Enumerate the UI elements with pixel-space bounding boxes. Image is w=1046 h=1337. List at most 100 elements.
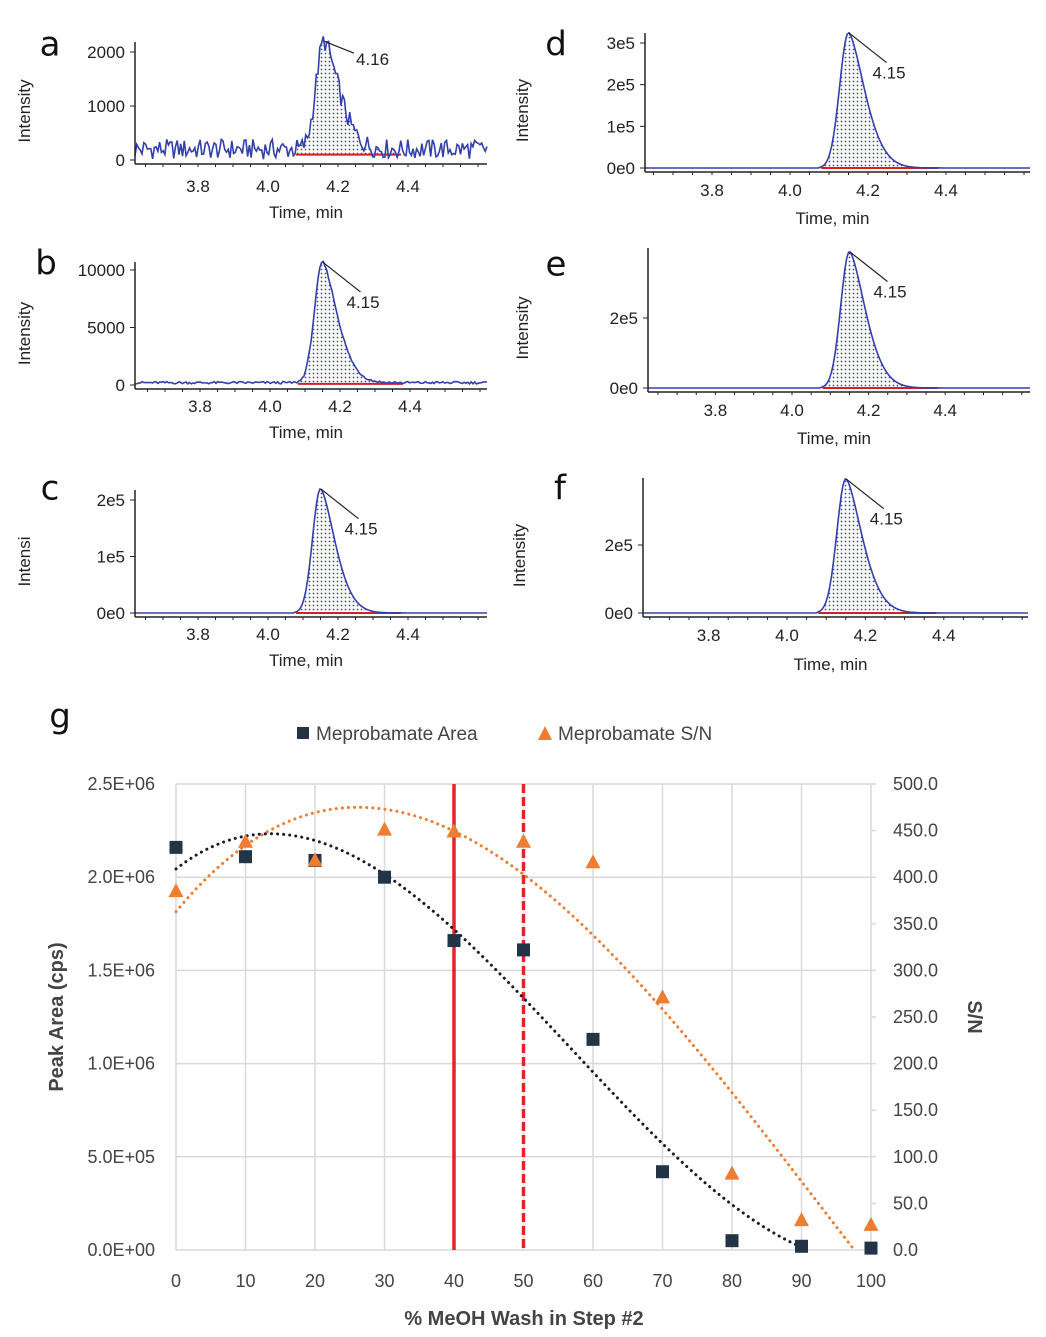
y-tick-label: 2.5E+06 xyxy=(87,774,155,794)
y-tick-label: 2e5 xyxy=(610,309,638,328)
peak-retention-time-label: 4.15 xyxy=(870,510,903,529)
panel-label: e xyxy=(546,245,567,285)
x-tick-label: 3.8 xyxy=(704,401,728,420)
y2-tick-label: 200.0 xyxy=(893,1054,938,1074)
y-tick-label: 5.0E+05 xyxy=(87,1147,155,1167)
y-tick-label: 2e5 xyxy=(605,536,633,555)
x-axis-title: Time, min xyxy=(797,429,871,448)
chromatogram-panel-e: e Intensity 3.8 4.0 4.2 4.4 0e0 2e5 Time, min 4.1… xyxy=(513,245,1030,448)
area-data-point xyxy=(795,1239,808,1253)
area-data-point xyxy=(656,1165,669,1179)
sn-data-point xyxy=(516,833,531,848)
y2-tick-label: 300.0 xyxy=(893,960,938,980)
y-axis-title: Intensity xyxy=(15,79,34,143)
x-tick-label: 3.8 xyxy=(186,625,210,644)
y2-axis-title: S/N xyxy=(963,1000,985,1033)
y-tick-label: 0e0 xyxy=(605,604,633,623)
legend-label-sn: Meprobamate S/N xyxy=(558,724,712,745)
x-tick-label: 4.4 xyxy=(933,401,957,420)
peak-annotation-leader xyxy=(323,40,355,54)
sn-data-point xyxy=(585,854,601,869)
sn-data-point xyxy=(724,1165,740,1180)
x-axis-title: Time, min xyxy=(269,203,343,222)
y2-tick-label: 0.0 xyxy=(893,1240,918,1260)
x-tick-label: 4.4 xyxy=(934,181,958,200)
chromatogram-panel-c: c Intensi 3.8 4.0 4.2 4.4 0e0 1e5 2e5 Time, min 4.… xyxy=(15,469,487,670)
peak-area-fill xyxy=(298,261,403,384)
x-axis-title: Time, min xyxy=(269,651,343,670)
area-data-point xyxy=(239,850,252,864)
sn-data-point xyxy=(168,883,184,898)
y-tick-label: 1e5 xyxy=(607,117,635,136)
peak-area-fill xyxy=(822,32,938,168)
y-tick-label: 1.5E+06 xyxy=(87,960,155,980)
x-tick-label: 4.0 xyxy=(780,401,804,420)
y2-tick-label: 50.0 xyxy=(893,1193,928,1213)
y-tick-label: 2000 xyxy=(87,43,125,62)
x-tick-label: 4.2 xyxy=(326,177,350,196)
x-tick-label: 0 xyxy=(171,1271,181,1291)
x-tick-label: 3.8 xyxy=(186,177,210,196)
sn-data-point xyxy=(446,823,462,838)
peak-annotation-leader xyxy=(845,478,885,510)
y2-tick-label: 400.0 xyxy=(893,867,938,887)
area-data-point xyxy=(378,870,391,884)
y-tick-label: 0e0 xyxy=(610,379,638,398)
sn-data-point xyxy=(238,833,253,848)
wash-optimization-chart: g 0.0E+00 5.0E+05 1.0E+06 1.5E+06 2.0E+06 2.5E… xyxy=(46,697,985,1331)
trendline-sn xyxy=(174,805,856,1251)
legend-label-area: Meprobamate Area xyxy=(316,724,478,745)
y-tick-label: 0 xyxy=(116,376,125,395)
y-tick-label: 0e0 xyxy=(97,604,125,623)
y2-tick-label: 450.0 xyxy=(893,821,938,841)
y2-tick-label: 350.0 xyxy=(893,914,938,934)
panel-label: b xyxy=(35,244,57,284)
y-tick-label: 10000 xyxy=(78,261,125,280)
x-tick-label: 3.8 xyxy=(188,397,212,416)
peak-area-fill xyxy=(296,36,401,158)
x-axis-title: % MeOH Wash in Step #2 xyxy=(404,1308,643,1330)
x-tick-label: 4.0 xyxy=(258,397,282,416)
chromatogram-panel-d: d Intensity 3.8 4.0 4.2 4.4 0e0 1e5 2e5 3e5 Time, … xyxy=(513,25,1030,228)
peak-retention-time-label: 4.15 xyxy=(873,283,906,302)
sn-data-point xyxy=(794,1212,809,1227)
peak-annotation-leader xyxy=(848,32,887,64)
x-tick-label: 4.0 xyxy=(778,181,802,200)
legend-triangle-icon xyxy=(538,726,552,740)
area-data-point xyxy=(725,1234,739,1248)
peak-area-fill xyxy=(818,479,936,613)
area-data-point xyxy=(864,1241,878,1255)
peak-retention-time-label: 4.16 xyxy=(356,50,389,69)
x-tick-label: 4.4 xyxy=(396,625,420,644)
peak-area-fill xyxy=(823,252,937,388)
y2-tick-label: 250.0 xyxy=(893,1007,938,1027)
y2-tick-label: 100.0 xyxy=(893,1147,938,1167)
y-axis-title: Peak Area (cps) xyxy=(46,942,68,1091)
x-tick-label: 40 xyxy=(444,1271,464,1291)
x-axis-title: Time, min xyxy=(796,209,870,228)
y-tick-label: 0e0 xyxy=(607,159,635,178)
x-tick-label: 4.2 xyxy=(856,181,880,200)
x-tick-label: 4.0 xyxy=(775,626,799,645)
x-tick-label: 4.4 xyxy=(932,626,956,645)
sn-data-point xyxy=(307,852,323,867)
peak-annotation-leader xyxy=(322,261,361,293)
x-tick-label: 4.2 xyxy=(326,625,350,644)
y-tick-label: 1e5 xyxy=(97,548,125,567)
y-axis-title: Intensity xyxy=(15,301,34,365)
sn-data-point xyxy=(863,1216,879,1231)
y-axis-title: Intensity xyxy=(513,78,532,142)
y-tick-label: 3e5 xyxy=(607,34,635,53)
chromatogram-trace xyxy=(134,36,488,161)
chromatogram-trace xyxy=(134,260,488,386)
x-tick-label: 4.4 xyxy=(396,177,420,196)
x-tick-label: 70 xyxy=(652,1271,672,1291)
x-tick-label: 10 xyxy=(235,1271,255,1291)
peak-annotation-leader xyxy=(849,251,888,282)
x-tick-label: 4.2 xyxy=(854,626,878,645)
y-tick-label: 1.0E+06 xyxy=(87,1054,155,1074)
x-tick-label: 100 xyxy=(856,1271,886,1291)
y-axis-title: Intensi xyxy=(15,536,34,586)
x-tick-label: 90 xyxy=(791,1271,811,1291)
peak-annotation-leader xyxy=(320,488,359,520)
